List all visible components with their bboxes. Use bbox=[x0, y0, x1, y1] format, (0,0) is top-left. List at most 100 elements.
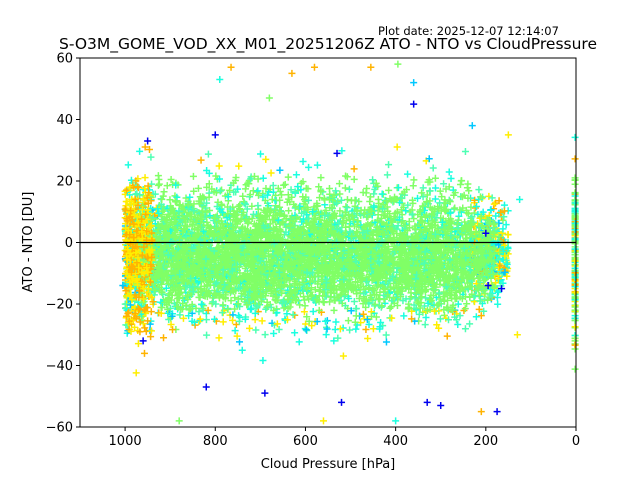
data-point bbox=[382, 331, 390, 339]
data-point bbox=[434, 225, 442, 233]
data-point bbox=[269, 181, 277, 189]
data-point bbox=[313, 318, 321, 326]
data-point bbox=[477, 312, 485, 320]
data-point bbox=[254, 175, 262, 183]
data-point bbox=[236, 338, 244, 346]
data-point bbox=[339, 352, 347, 360]
data-point bbox=[203, 331, 211, 339]
data-point bbox=[261, 331, 269, 339]
data-point bbox=[227, 297, 235, 305]
data-point bbox=[363, 316, 371, 324]
data-point bbox=[443, 332, 451, 340]
scatter-points bbox=[119, 60, 579, 425]
data-point bbox=[382, 338, 390, 346]
data-point bbox=[343, 204, 351, 212]
data-point bbox=[393, 209, 401, 217]
data-point bbox=[212, 172, 220, 180]
data-point bbox=[404, 170, 412, 178]
data-point bbox=[284, 173, 292, 181]
data-point bbox=[189, 172, 197, 180]
data-point bbox=[322, 331, 330, 339]
data-point bbox=[350, 175, 358, 183]
data-point bbox=[495, 197, 503, 205]
data-point bbox=[317, 186, 325, 194]
data-point bbox=[385, 161, 393, 169]
data-point bbox=[499, 216, 507, 224]
data-point bbox=[429, 164, 437, 172]
data-point bbox=[475, 186, 483, 194]
data-point bbox=[393, 143, 401, 151]
data-point bbox=[280, 181, 288, 189]
data-point bbox=[160, 334, 168, 342]
data-point bbox=[259, 356, 267, 364]
data-point bbox=[179, 314, 187, 322]
data-point bbox=[388, 314, 396, 322]
data-point bbox=[456, 180, 464, 188]
data-point bbox=[369, 325, 377, 333]
data-point bbox=[190, 187, 198, 195]
data-point bbox=[285, 207, 293, 215]
data-point bbox=[343, 196, 351, 204]
data-point bbox=[241, 200, 249, 208]
data-point bbox=[359, 310, 367, 318]
data-point bbox=[219, 318, 227, 326]
data-point bbox=[305, 163, 313, 171]
data-point bbox=[421, 321, 429, 329]
data-point bbox=[463, 300, 471, 308]
data-point bbox=[335, 180, 343, 188]
data-point bbox=[461, 325, 469, 333]
data-point bbox=[231, 305, 239, 313]
data-point bbox=[204, 150, 212, 158]
data-point bbox=[271, 205, 279, 213]
data-point bbox=[410, 215, 418, 223]
data-point bbox=[425, 155, 433, 163]
data-point bbox=[491, 199, 499, 207]
data-point bbox=[402, 207, 410, 215]
data-point bbox=[436, 315, 444, 323]
data-point bbox=[461, 148, 469, 155]
data-point bbox=[169, 326, 177, 334]
data-point bbox=[167, 320, 175, 328]
data-point bbox=[480, 307, 488, 315]
data-point bbox=[362, 303, 370, 311]
data-point bbox=[454, 320, 462, 328]
data-point bbox=[350, 165, 358, 173]
data-point bbox=[249, 210, 257, 218]
data-point bbox=[338, 147, 346, 155]
data-point bbox=[232, 188, 240, 196]
data-point bbox=[295, 338, 303, 346]
data-point bbox=[351, 202, 359, 210]
data-point bbox=[460, 191, 468, 199]
data-point bbox=[215, 162, 223, 170]
data-point bbox=[366, 292, 374, 300]
data-point bbox=[246, 324, 254, 332]
data-point bbox=[454, 300, 462, 308]
data-point bbox=[203, 183, 211, 191]
data-point bbox=[315, 306, 323, 314]
data-point bbox=[166, 196, 174, 204]
data-point bbox=[251, 316, 259, 324]
data-point bbox=[471, 204, 479, 212]
data-point bbox=[292, 171, 300, 179]
data-point bbox=[440, 180, 448, 188]
data-point bbox=[354, 217, 362, 225]
data-point bbox=[267, 169, 275, 177]
data-point bbox=[254, 202, 262, 210]
data-point bbox=[423, 191, 431, 199]
data-point bbox=[493, 294, 501, 302]
data-point bbox=[409, 182, 417, 190]
data-point bbox=[433, 209, 441, 217]
data-point bbox=[226, 186, 234, 194]
data-point bbox=[286, 198, 294, 206]
data-point bbox=[157, 309, 165, 317]
data-point bbox=[332, 187, 340, 195]
data-point bbox=[504, 231, 512, 239]
data-point bbox=[291, 329, 299, 337]
chart-title: S-O3M_GOME_VOD_XX_M01_20251206Z ATO - NT… bbox=[59, 35, 597, 54]
data-point bbox=[235, 162, 243, 170]
data-point bbox=[457, 177, 465, 185]
data-point bbox=[332, 318, 340, 326]
data-point bbox=[231, 327, 239, 335]
data-point bbox=[362, 326, 370, 334]
